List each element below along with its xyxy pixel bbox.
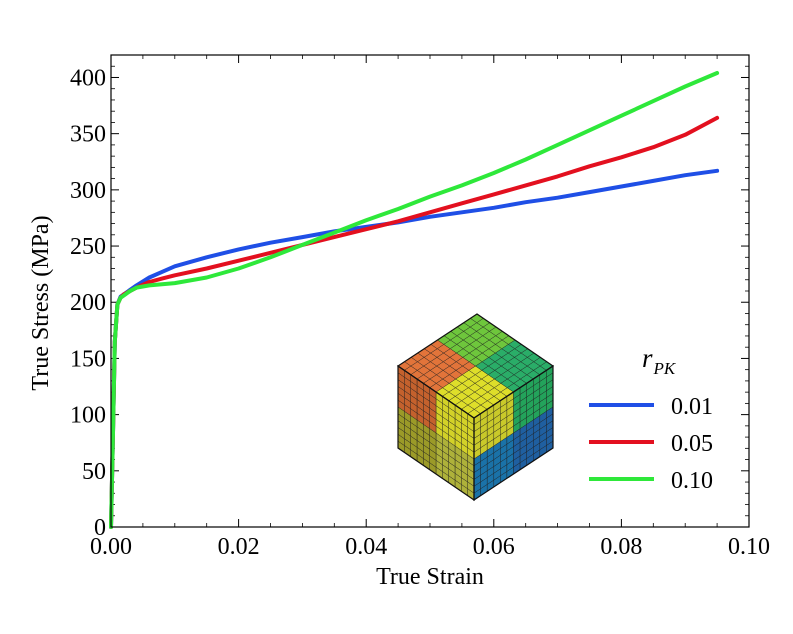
legend-title: rPK (642, 343, 677, 378)
x-tick-label: 0.02 (218, 534, 260, 560)
x-tick-label: 0.00 (90, 534, 132, 560)
y-tick-label: 150 (70, 346, 106, 372)
y-tick-label: 250 (70, 234, 106, 260)
plot-frame (110, 54, 750, 528)
y-tick-label: 200 (70, 290, 106, 316)
y-tick-label: 350 (70, 122, 106, 148)
legend-label-0.01: 0.01 (671, 394, 713, 420)
x-tick-label: 0.08 (600, 534, 642, 560)
y-tick-label: 100 (70, 403, 106, 429)
series-line-0.10 (109, 71, 720, 529)
ticks-layer: 0.00 0.02 0.04 0.06 0.08 0.10 0 50 100 150 200 250 3… (70, 54, 770, 560)
y-axis-title: True Stress (MPa) (28, 215, 54, 390)
x-tick-label: 0.04 (345, 534, 387, 560)
y-tick-label: 0 (94, 515, 106, 541)
legend-label-0.05: 0.05 (671, 431, 713, 457)
x-axis-title: True Strain (376, 564, 484, 590)
cube-mesh-inset (396, 313, 555, 502)
legend-title-subscript: PK (653, 359, 677, 378)
y-tick-label: 50 (82, 459, 106, 485)
series-layer (109, 71, 720, 529)
y-tick-label: 300 (70, 178, 106, 204)
legend-label-0.10: 0.10 (671, 468, 713, 494)
mesh-cell (473, 364, 554, 502)
x-tick-label: 0.10 (728, 534, 770, 560)
legend-title-main: r (642, 343, 653, 373)
legend: rPK 0.01 0.05 0.10 (589, 343, 713, 494)
x-tick-label: 0.06 (473, 534, 515, 560)
y-tick-label: 400 (70, 65, 106, 91)
